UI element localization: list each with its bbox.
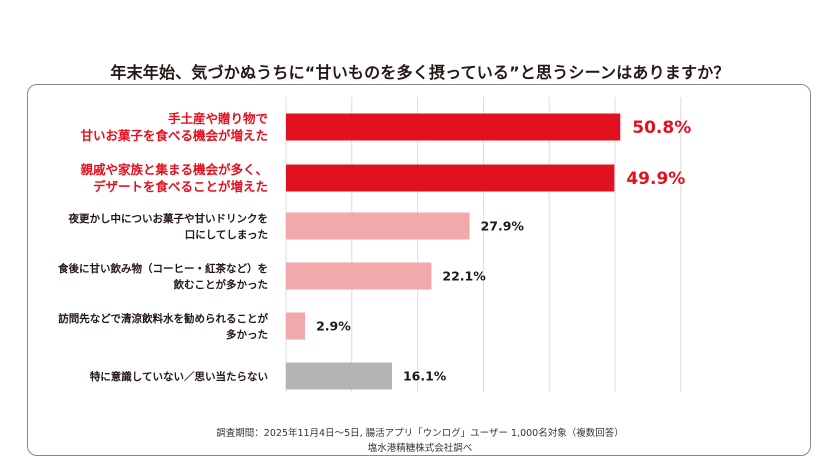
- category-label-1-line-2: 甘いお菓子を食べる機会が増えた: [80, 128, 268, 143]
- category-label-4-line-1: 食後に甘い飲み物（コーヒー・紅茶など）を: [57, 262, 268, 275]
- category-label-2-line-2: デザートを食べることが増えた: [93, 179, 268, 194]
- category-label-5-line-2: 多かった: [226, 328, 268, 341]
- category-label-3-line-1: 夜更かし中についお菓子や甘いドリンクを: [68, 212, 269, 225]
- category-label-5-line-1: 訪問先などで清涼飲料水を勧められることが: [58, 312, 268, 325]
- value-label-1: 50.8%: [632, 118, 691, 138]
- bar-3: [286, 212, 470, 240]
- chart-title: 年末年始、気づかぬうちに“甘いものを多く摂っている”と思うシーンはありますか？: [110, 63, 730, 82]
- bars-group: [286, 113, 621, 390]
- chart-panel: [27, 84, 811, 456]
- value-labels-group: 50.8% 49.9% 27.9% 22.1% 2.9% 16.1%: [316, 118, 691, 383]
- category-labels-group: 手土産や贈り物で甘いお菓子を食べる機会が増えた親戚や家族と集まる機会が多く、デザ…: [57, 111, 268, 383]
- value-label-6: 16.1%: [403, 369, 447, 384]
- value-label-4: 22.1%: [442, 269, 486, 284]
- bar-2: [286, 164, 615, 192]
- category-label-3-line-2: 口にしてしまった: [185, 229, 268, 241]
- value-label-2: 49.9%: [626, 169, 685, 189]
- category-label-6-line-1: 特に意識していない／思い当たらない: [90, 370, 268, 383]
- survey-note: 調査期間：2025年11月4日〜5日, 腸活アプリ「ウンログ」ユーザー 1,00…: [216, 428, 624, 439]
- gridlines: [285, 97, 682, 392]
- bar-4: [286, 262, 432, 290]
- bar-5: [286, 312, 306, 340]
- category-label-1-line-1: 手土産や贈り物で: [168, 111, 268, 126]
- bar-1: [286, 113, 621, 141]
- category-label-4-line-2: 飲むことが多かった: [173, 278, 269, 291]
- value-label-5: 2.9%: [316, 319, 351, 334]
- category-label-2-line-1: 親戚や家族と集まる機会が多く、: [80, 162, 268, 177]
- bar-6: [286, 362, 392, 390]
- survey-source: 塩水港精糖株式会社調べ: [367, 443, 473, 454]
- value-label-3: 27.9%: [481, 219, 525, 234]
